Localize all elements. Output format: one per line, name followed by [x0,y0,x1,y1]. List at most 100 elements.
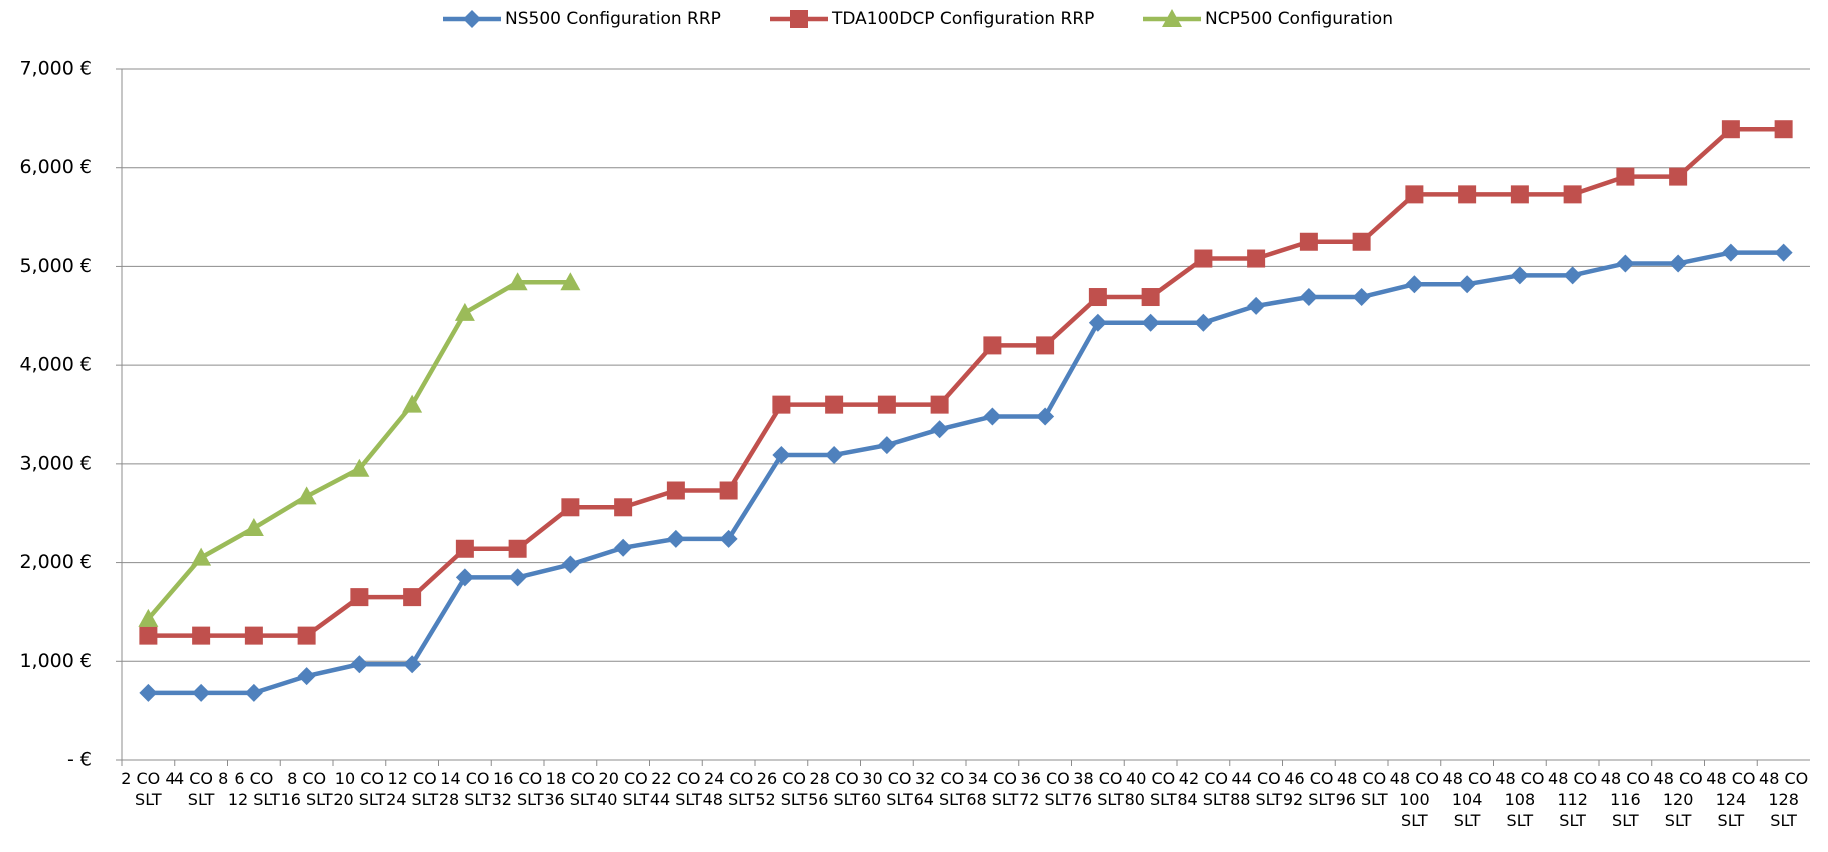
marker [508,568,527,587]
marker [1616,167,1635,186]
marker [666,481,685,500]
x-tick-label: 48 CO 120 SLT [1653,769,1703,830]
marker [877,436,896,455]
marker [1510,266,1529,285]
y-tick-label: 6,000 € [19,156,92,178]
x-tick-label: 46 CO 92 SLT [1282,769,1335,809]
marker [508,539,527,558]
x-tick-label: 48 CO 100 SLT [1389,769,1439,830]
x-tick-label: 10 CO 20 SLT [333,769,386,809]
marker [772,445,791,464]
series-line [148,126,1784,638]
legend-label: NS500 Configuration RRP [505,9,721,29]
marker [719,481,738,500]
x-tick-label: 48 CO 116 SLT [1600,769,1650,830]
marker [244,683,263,702]
legend-marker [790,10,808,28]
legend-label: TDA100DCP Configuration RRP [831,9,1094,29]
marker [1458,275,1477,294]
y-tick-label: 3,000 € [19,452,92,474]
x-tick-label: 30 CO 60 SLT [860,769,913,809]
x-tick-label: 18 CO 36 SLT [544,769,597,809]
marker [1774,243,1793,262]
marker [349,458,370,477]
x-tick-label: 14 CO 28 SLT [438,769,491,809]
marker [666,529,685,548]
marker [138,608,159,627]
marker [560,272,581,291]
marker [1616,254,1635,273]
marker [825,445,844,464]
y-tick-label: - € [67,749,92,771]
x-tick-label: 4 CO 8 SLT [173,769,229,809]
y-tick-label: 1,000 € [19,650,92,672]
x-tick-label: 2 CO 4 SLT [121,769,176,809]
marker [1247,296,1266,315]
x-tick-label: 48 CO 96 SLT [1335,769,1388,809]
marker [772,395,791,414]
marker [350,655,369,674]
marker [1405,275,1424,294]
marker [1141,313,1160,332]
marker [1721,120,1740,139]
x-tick-label: 8 CO 16 SLT [280,769,333,809]
x-tick-label: 48 CO 112 SLT [1548,769,1598,830]
x-tick-label: 36 CO 72 SLT [1019,769,1072,809]
x-tick-label: 28 CO 56 SLT [808,769,861,809]
marker [1194,313,1213,332]
marker [243,518,264,537]
marker [454,302,475,321]
marker [191,547,212,566]
x-tick-label: 22 CO 44 SLT [649,769,702,809]
marker [1405,185,1424,204]
x-tick-label: 24 CO 48 SLT [702,769,755,809]
marker [983,336,1002,355]
marker [192,626,211,645]
marker [1510,185,1529,204]
marker [1669,254,1688,273]
x-tick-label: 20 CO 40 SLT [597,769,650,809]
y-tick-label: 5,000 € [19,255,92,277]
marker [561,498,580,517]
marker [403,588,422,607]
x-tick-label: 42 CO 84 SLT [1177,769,1230,809]
marker [455,539,474,558]
series-line [148,250,1784,696]
x-tick-label: 48 CO 124 SLT [1706,769,1756,830]
marker [244,626,263,645]
x-tick-label: 34 CO 68 SLT [966,769,1019,809]
y-tick-label: 4,000 € [19,354,92,376]
marker [402,394,423,413]
marker [877,395,896,414]
x-tick-label: 32 CO 64 SLT [913,769,966,809]
x-tick-label: 12 CO 24 SLT [386,769,439,809]
marker [507,272,528,291]
marker [1299,288,1318,307]
marker [403,655,422,674]
x-tick-label: 44 CO 88 SLT [1230,769,1283,809]
marker [455,568,474,587]
marker [1669,167,1688,186]
x-tick-label: 16 CO 32 SLT [491,769,544,809]
x-tick-label: 6 CO 12 SLT [227,769,280,809]
marker [1563,185,1582,204]
legend-label: NCP500 Configuration [1205,9,1393,29]
marker [192,683,211,702]
marker [1247,249,1266,268]
x-tick-label: 26 CO 52 SLT [755,769,808,809]
x-tick-label: 48 CO 128 SLT [1759,769,1809,830]
marker [1352,232,1371,251]
x-tick-label: 40 CO 80 SLT [1124,769,1177,809]
marker [719,529,738,548]
marker [296,486,317,505]
marker [1088,313,1107,332]
marker [983,407,1002,426]
marker [825,395,844,414]
marker [1352,288,1371,307]
marker [1141,288,1160,307]
x-tick-label: 48 CO 108 SLT [1495,769,1545,830]
x-tick-label: 48 CO 104 SLT [1442,769,1492,830]
x-tick-label: 38 CO 76 SLT [1071,769,1124,809]
marker [930,395,949,414]
marker [1088,288,1107,307]
